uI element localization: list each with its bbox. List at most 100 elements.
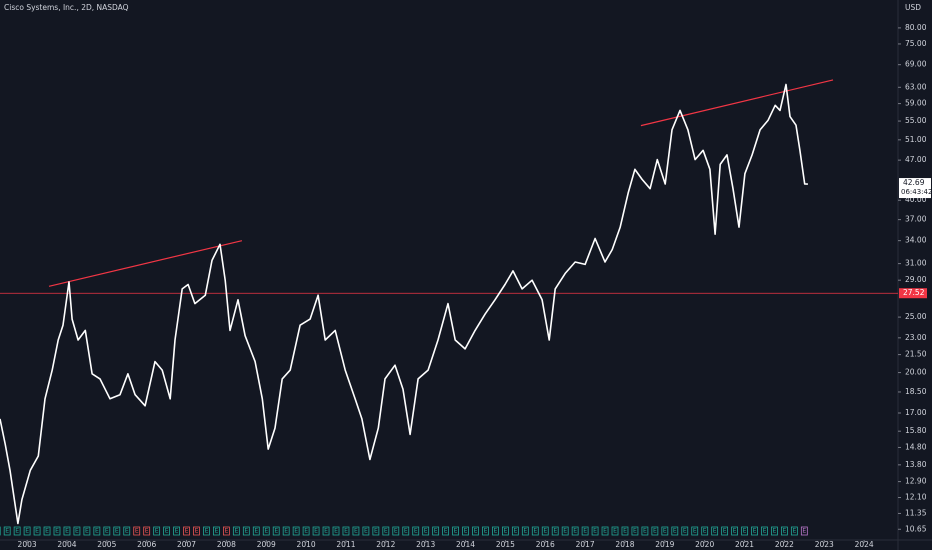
event-icon bbox=[751, 526, 758, 536]
event-label: E bbox=[424, 528, 428, 535]
event-icon bbox=[282, 526, 290, 536]
event-icon bbox=[661, 526, 669, 536]
event-label: E bbox=[5, 528, 9, 535]
event-icon bbox=[133, 526, 141, 536]
event-label: E bbox=[75, 528, 79, 535]
y-tick-label: 23.00 bbox=[905, 333, 927, 342]
event-icon bbox=[731, 526, 738, 536]
event-icon bbox=[571, 526, 579, 536]
event-icon bbox=[800, 526, 808, 536]
event-label: E bbox=[573, 528, 577, 535]
x-tick-label: 2021 bbox=[735, 540, 754, 549]
y-tick-label: 29.00 bbox=[905, 275, 927, 284]
event-label: E bbox=[324, 528, 328, 535]
event-label: E bbox=[224, 528, 228, 535]
event-label: E bbox=[792, 528, 796, 535]
event-label: E bbox=[763, 528, 767, 535]
event-icon bbox=[511, 526, 519, 536]
event-icon bbox=[73, 526, 81, 536]
event-label: E bbox=[274, 528, 278, 535]
event-icon bbox=[711, 526, 719, 536]
event-label: E bbox=[284, 528, 288, 535]
event-label: E bbox=[543, 528, 547, 535]
x-tick-label: 2016 bbox=[536, 540, 555, 549]
y-tick-label: 17.00 bbox=[905, 408, 927, 417]
event-icon bbox=[621, 526, 629, 536]
event-label: E bbox=[693, 528, 697, 535]
event-icon bbox=[213, 526, 220, 536]
event-label: E bbox=[743, 528, 747, 535]
event-icon bbox=[53, 526, 61, 536]
event-icon bbox=[452, 526, 459, 536]
event-label: E bbox=[663, 528, 667, 535]
event-label: E bbox=[404, 528, 408, 535]
x-tick-label: 2019 bbox=[655, 540, 674, 549]
y-tick-label: 69.00 bbox=[905, 60, 927, 69]
x-tick-label: 2004 bbox=[57, 540, 76, 549]
event-icon bbox=[561, 526, 569, 536]
x-tick-label: 2013 bbox=[416, 540, 435, 549]
event-icon bbox=[781, 526, 788, 536]
event-icon bbox=[681, 526, 689, 536]
x-tick-label: 2020 bbox=[695, 540, 714, 549]
event-icon bbox=[651, 526, 659, 536]
event-label: E bbox=[105, 528, 109, 535]
event-icon bbox=[222, 526, 230, 536]
event-icon bbox=[242, 526, 250, 536]
event-icon bbox=[173, 526, 180, 536]
y-tick-label: 12.10 bbox=[905, 493, 927, 502]
event-label: E bbox=[215, 528, 219, 535]
event-label: E bbox=[484, 528, 488, 535]
event-icon bbox=[352, 526, 360, 536]
event-label: E bbox=[185, 528, 189, 535]
y-tick-label: 21.50 bbox=[905, 350, 927, 359]
event-icon bbox=[392, 526, 400, 536]
event-icon bbox=[203, 526, 210, 536]
y-tick-label: 18.50 bbox=[905, 387, 927, 396]
event-icon bbox=[611, 526, 619, 536]
y-tick-label: 63.00 bbox=[905, 82, 927, 91]
currency: USD bbox=[905, 3, 921, 12]
x-tick-label: 2007 bbox=[177, 540, 196, 549]
event-label: E bbox=[45, 528, 49, 535]
event-icon bbox=[541, 526, 549, 536]
event-label: E bbox=[523, 528, 527, 535]
event-icon bbox=[581, 526, 589, 536]
y-tick-label: 14.80 bbox=[905, 442, 927, 451]
event-label: E bbox=[653, 528, 657, 535]
trendline bbox=[48, 240, 243, 287]
event-icon bbox=[641, 526, 649, 536]
x-tick-label: 2017 bbox=[576, 540, 595, 549]
event-label: E bbox=[444, 528, 448, 535]
y-tick-label: 12.90 bbox=[905, 477, 927, 486]
event-icon bbox=[472, 526, 479, 536]
event-label: E bbox=[374, 528, 378, 535]
event-icon bbox=[771, 526, 778, 536]
event-label: E bbox=[304, 528, 308, 535]
event-icon bbox=[432, 526, 440, 536]
x-tick-label: 2014 bbox=[456, 540, 475, 549]
event-icon bbox=[501, 526, 509, 536]
event-label: E bbox=[713, 528, 717, 535]
y-tick-label: 75.00 bbox=[905, 39, 927, 48]
event-icon bbox=[342, 526, 350, 536]
event-icon bbox=[103, 526, 111, 536]
event-icon bbox=[153, 526, 161, 536]
event-label: E bbox=[195, 528, 199, 535]
x-tick-label: 2011 bbox=[336, 540, 355, 549]
event-icon bbox=[252, 526, 260, 536]
event-label: E bbox=[354, 528, 358, 535]
event-icon bbox=[272, 526, 280, 536]
event-icon bbox=[601, 526, 609, 536]
x-tick-label: 2024 bbox=[855, 540, 874, 549]
x-tick-label: 2005 bbox=[97, 540, 116, 549]
event-icon bbox=[382, 526, 390, 536]
event-label: E bbox=[135, 528, 139, 535]
x-tick-label: 2009 bbox=[257, 540, 276, 549]
y-tick-label: 59.00 bbox=[905, 99, 927, 108]
x-tick-label: 2006 bbox=[137, 540, 156, 549]
event-label: E bbox=[603, 528, 607, 535]
event-label: E bbox=[35, 528, 39, 535]
event-label: E bbox=[753, 528, 757, 535]
y-tick-label: 47.00 bbox=[905, 155, 927, 164]
